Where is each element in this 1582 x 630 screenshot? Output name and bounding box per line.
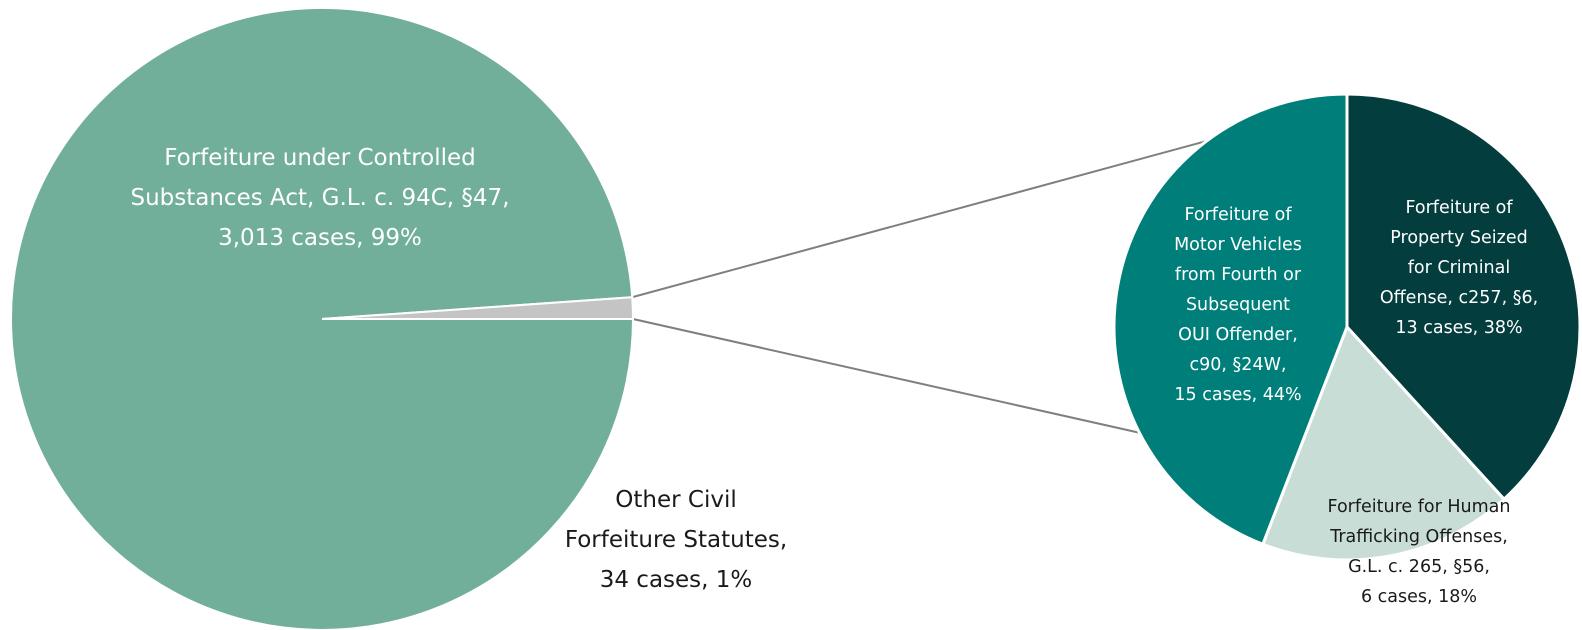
- label-controlled-substances: Forfeiture under Controlled Substances Ac…: [130, 145, 509, 251]
- label-property-seized-criminal-line: 13 cases, 38%: [1395, 318, 1522, 338]
- connector-line-bottom: [632, 318, 1140, 434]
- connector-lines: [631, 139, 1208, 434]
- label-motor-vehicles-oui: Forfeiture of Motor Vehicles from Fourth o…: [1174, 205, 1302, 405]
- label-other-civil-forfeiture-line: Forfeiture Statutes,: [565, 527, 787, 553]
- secondary-pie: [1112, 92, 1582, 562]
- slice-human-trafficking[interactable]: [1260, 324, 1507, 562]
- label-motor-vehicles-oui-line: Subsequent: [1186, 295, 1290, 315]
- label-property-seized-criminal-line: Forfeiture of: [1405, 198, 1513, 218]
- label-controlled-substances-line: 3,013 cases, 99%: [218, 225, 422, 251]
- connector-line-top: [631, 139, 1208, 299]
- label-other-civil-forfeiture-line: 34 cases, 1%: [600, 567, 753, 593]
- label-motor-vehicles-oui-line: 15 cases, 44%: [1174, 385, 1301, 405]
- label-human-trafficking-line: Trafficking Offenses,: [1329, 527, 1508, 547]
- label-motor-vehicles-oui-line: Forfeiture of: [1184, 205, 1292, 225]
- label-other-civil-forfeiture-line: Other Civil: [615, 487, 736, 513]
- label-controlled-substances-line: Forfeiture under Controlled: [164, 145, 476, 171]
- label-property-seized-criminal: Forfeiture of Property Seized for Criminal…: [1380, 198, 1538, 338]
- label-human-trafficking-line: 6 cases, 18%: [1361, 587, 1477, 607]
- slice-labels: Forfeiture under Controlled Substances Ac…: [130, 145, 1538, 607]
- slice-property-seized-criminal[interactable]: [1345, 92, 1582, 502]
- label-motor-vehicles-oui-line: c90, §24W,: [1190, 355, 1287, 375]
- label-human-trafficking: Forfeiture for Human Trafficking Offenses…: [1328, 497, 1511, 607]
- main-pie: [10, 6, 635, 630]
- label-motor-vehicles-oui-line: OUI Offender,: [1178, 325, 1298, 345]
- label-human-trafficking-line: Forfeiture for Human: [1328, 497, 1511, 517]
- label-property-seized-criminal-line: for Criminal: [1408, 258, 1511, 278]
- slice-motor-vehicles-oui[interactable]: [1112, 92, 1349, 547]
- label-motor-vehicles-oui-line: Motor Vehicles: [1174, 235, 1302, 255]
- label-controlled-substances-line: Substances Act, G.L. c. 94C, §47,: [130, 185, 509, 211]
- label-property-seized-criminal-line: Property Seized: [1390, 228, 1527, 248]
- label-motor-vehicles-oui-line: from Fourth or: [1175, 265, 1302, 285]
- label-other-civil-forfeiture: Other Civil Forfeiture Statutes, 34 cases,…: [565, 487, 787, 593]
- label-human-trafficking-line: G.L. c. 265, §56,: [1348, 557, 1490, 577]
- slice-other-civil-forfeiture[interactable]: [321, 296, 635, 320]
- label-property-seized-criminal-line: Offense, c257, §6,: [1380, 288, 1538, 308]
